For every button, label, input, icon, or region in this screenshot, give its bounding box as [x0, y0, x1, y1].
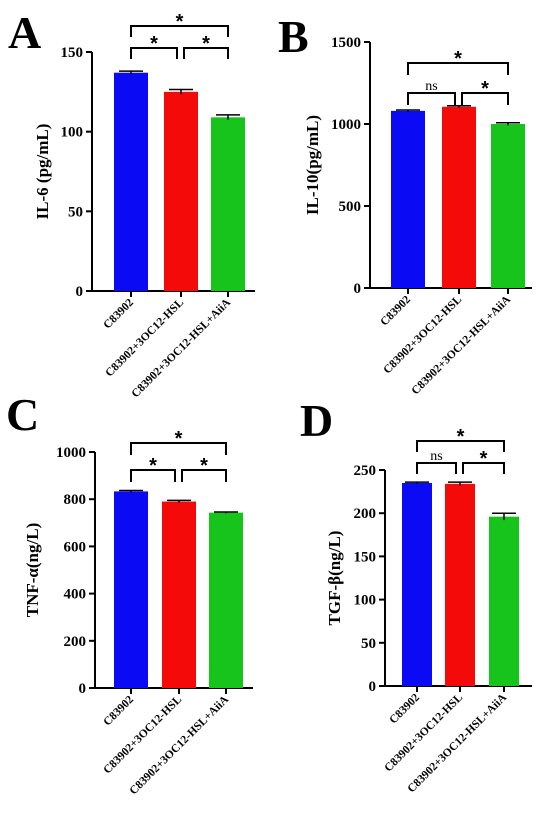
y-tick-label: 100 — [354, 593, 377, 609]
significance-bracket — [181, 469, 227, 482]
significance-bracket — [461, 92, 509, 105]
y-tick-label: 500 — [339, 199, 362, 215]
significance-bracket — [130, 469, 176, 482]
significance-bracket — [183, 47, 229, 59]
bar — [114, 72, 148, 291]
y-tick-label: 1000 — [331, 117, 361, 133]
y-tick-label: 600 — [64, 539, 87, 555]
y-axis-label: IL-10(pg/mL) — [303, 115, 322, 215]
significance-bracket — [407, 62, 509, 75]
significance-bracket — [130, 25, 229, 37]
bar — [114, 491, 148, 688]
y-tick-label: 50 — [361, 636, 376, 652]
significance-label: * — [150, 33, 158, 55]
significance-bracket — [407, 92, 456, 105]
bar — [445, 483, 475, 686]
significance-label: ns — [430, 449, 442, 464]
x-tick-label: C83902 — [101, 693, 136, 728]
bar — [164, 91, 198, 291]
y-tick-label: 250 — [354, 463, 377, 479]
y-tick-label: 100 — [61, 125, 84, 141]
chart-panel-a: 0 50 100 150 IL-6 (pg/mL) C83902C83902+3OC12-… — [33, 11, 255, 400]
bar — [209, 512, 243, 688]
significance-label: * — [480, 448, 488, 470]
significance-label: * — [481, 78, 489, 100]
y-tick-label: 0 — [79, 681, 87, 697]
significance-bracket — [416, 440, 505, 452]
panel-letter-b: B — [278, 11, 309, 62]
y-tick-label: 0 — [354, 281, 362, 297]
y-tick-label: 50 — [68, 204, 83, 220]
bar — [489, 516, 519, 686]
bar — [162, 501, 196, 688]
x-tick-label: C83902 — [378, 293, 413, 328]
significance-label: * — [175, 428, 183, 450]
chart-panel-c: 0 200 400 600 800 1000 TNF-α(ng/L) C83902C83902… — [23, 428, 253, 797]
bar — [391, 110, 425, 288]
y-axis-label: TGF-β(ng/L) — [325, 531, 344, 626]
chart-panel-b: 0 500 1000 1500 IL-10(pg/mL) C83902C83902+3OC… — [303, 35, 532, 397]
significance-label: * — [457, 426, 465, 448]
bar — [402, 482, 432, 686]
significance-bracket — [462, 462, 505, 474]
significance-label: * — [149, 455, 157, 477]
bar — [211, 117, 245, 292]
significance-bracket — [416, 462, 457, 474]
bar — [491, 124, 525, 288]
y-tick-label: 150 — [354, 549, 377, 565]
x-tick-label: C83902 — [387, 691, 422, 726]
y-tick-label: 200 — [354, 506, 377, 522]
x-tick-label: C83902+3OC12-HSL — [382, 691, 465, 774]
x-tick-label: C83902+3OC12-HSL+AiiA — [130, 296, 234, 400]
y-tick-label: 200 — [64, 634, 87, 650]
y-tick-label: 800 — [64, 492, 87, 508]
significance-label: ns — [425, 79, 437, 94]
significance-bracket — [130, 442, 227, 455]
x-tick-label: C83902+3OC12-HSL — [101, 693, 184, 776]
panel-letter-d: D — [300, 395, 333, 446]
significance-label: * — [200, 455, 208, 477]
bar — [442, 106, 476, 288]
y-tick-label: 150 — [61, 45, 84, 61]
significance-bracket — [130, 47, 178, 59]
significance-label: * — [202, 33, 210, 55]
chart-panel-d: 0 50 100 150 200 250 TGF-β(ng/L) C83902C83902+3… — [325, 426, 532, 795]
y-axis-label: TNF-α(ng/L) — [23, 523, 42, 618]
y-tick-label: 1500 — [331, 35, 361, 51]
x-tick-label: C83902+3OC12-HSL+AiiA — [410, 293, 514, 397]
y-axis-label: IL-6 (pg/mL) — [33, 124, 52, 220]
x-tick-label: C83902 — [101, 296, 136, 331]
y-tick-label: 0 — [76, 284, 84, 300]
panel-letter-a: A — [8, 7, 41, 58]
y-tick-label: 400 — [64, 587, 87, 603]
y-tick-label: 1000 — [56, 445, 86, 461]
y-tick-label: 0 — [369, 679, 377, 695]
x-tick-label: C83902+3OC12-HSL+AiiA — [128, 693, 232, 797]
significance-label: * — [454, 48, 462, 70]
panel-letter-c: C — [6, 389, 39, 440]
significance-label: * — [176, 11, 184, 33]
